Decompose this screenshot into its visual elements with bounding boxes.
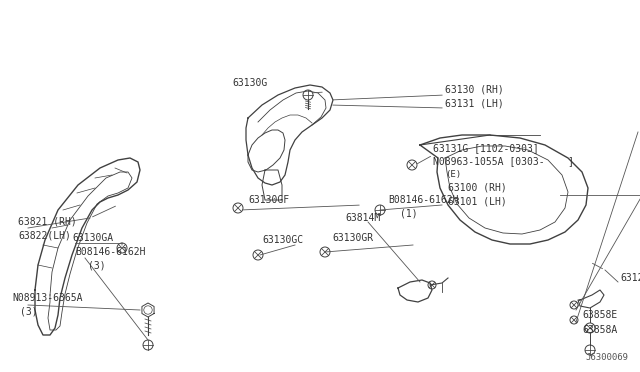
Text: B08146-6162H: B08146-6162H [388,195,458,205]
Text: 63130GC: 63130GC [262,235,303,245]
Text: 63821 (RH): 63821 (RH) [18,217,77,227]
Text: (3): (3) [20,306,38,316]
Text: 63130GR: 63130GR [332,233,373,243]
Text: 63858A: 63858A [582,325,617,335]
Text: 63130 (RH): 63130 (RH) [445,85,504,95]
Text: (1): (1) [400,208,418,218]
Text: 63858E: 63858E [582,310,617,320]
Text: 63100 (RH): 63100 (RH) [448,183,507,193]
Text: 63101 (LH): 63101 (LH) [448,196,507,206]
Text: N08963-1055A [0303-    ]: N08963-1055A [0303- ] [433,156,574,166]
Text: 63130GF: 63130GF [248,195,289,205]
Text: 63822(LH): 63822(LH) [18,230,71,240]
Text: B08146-6162H: B08146-6162H [75,247,145,257]
Text: 63130G: 63130G [232,78,268,88]
Text: 63130GA: 63130GA [72,233,113,243]
Text: N08913-6365A: N08913-6365A [12,293,83,303]
Text: J6300069: J6300069 [585,353,628,362]
Text: 63131 (LH): 63131 (LH) [445,98,504,108]
Text: 63131G [1102-0303]: 63131G [1102-0303] [433,143,539,153]
Text: 63814M: 63814M [345,213,380,223]
Text: 63120AA: 63120AA [620,273,640,283]
Text: (E): (E) [445,170,461,179]
Text: (3): (3) [88,260,106,270]
